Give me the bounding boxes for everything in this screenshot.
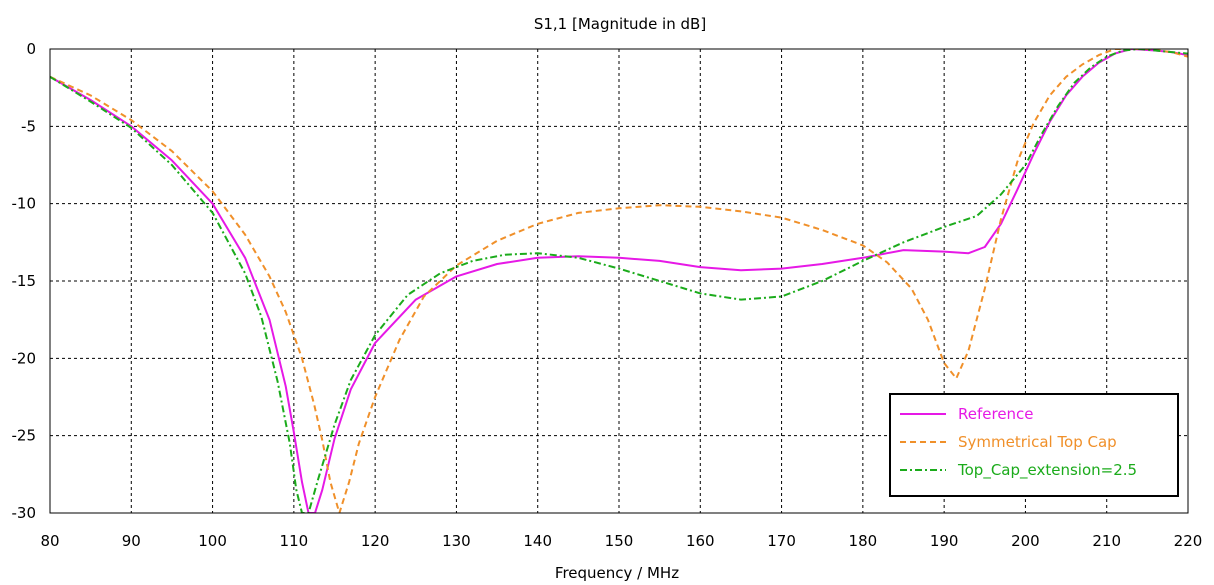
legend[interactable]: Reference Symmetrical Top Cap Top_Cap_exte…	[889, 393, 1179, 497]
x-tick-label: 80	[40, 532, 59, 550]
y-tick-label: 0	[26, 40, 36, 58]
x-tick-label: 170	[767, 532, 796, 550]
x-axis-ticks: 80 90 100 110 120 130 140 150 160 170 180 190 200 210…	[40, 532, 1202, 550]
x-tick-label: 150	[605, 532, 634, 550]
x-tick-label: 180	[849, 532, 878, 550]
x-tick-label: 160	[686, 532, 715, 550]
chart-title: S1,1 [Magnitude in dB]	[534, 15, 706, 33]
x-tick-label: 90	[122, 532, 141, 550]
legend-label-1: Reference	[958, 405, 1034, 423]
x-tick-label: 100	[198, 532, 227, 550]
series-group	[50, 49, 1188, 513]
y-tick-label: -25	[12, 427, 37, 445]
legend-label-3: Top_Cap_extension=2.5	[957, 461, 1137, 480]
legend-box	[889, 393, 1179, 497]
x-tick-label: 190	[930, 532, 959, 550]
y-tick-label: -10	[12, 195, 37, 213]
x-tick-label: 210	[1092, 532, 1121, 550]
series-line-2	[50, 49, 1188, 513]
x-tick-label: 130	[442, 532, 471, 550]
plot-frame	[49, 48, 1189, 514]
y-tick-label: -20	[12, 349, 37, 367]
x-axis-label: Frequency / MHz	[555, 564, 679, 582]
y-axis-ticks: 0 -5 -10 -15 -20 -25 -30	[12, 40, 37, 522]
y-tick-label: -15	[12, 272, 37, 290]
y-tick-label: -30	[12, 504, 37, 522]
x-tick-label: 220	[1174, 532, 1203, 550]
y-tick-label: -5	[21, 117, 36, 135]
x-tick-label: 140	[523, 532, 552, 550]
x-tick-label: 110	[280, 532, 309, 550]
x-tick-label: 120	[361, 532, 390, 550]
series-line-3	[50, 49, 1188, 513]
x-tick-label: 200	[1011, 532, 1040, 550]
legend-label-2: Symmetrical Top Cap	[958, 433, 1117, 451]
